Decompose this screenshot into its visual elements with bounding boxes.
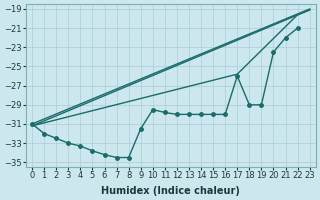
X-axis label: Humidex (Indice chaleur): Humidex (Indice chaleur) [101,186,240,196]
